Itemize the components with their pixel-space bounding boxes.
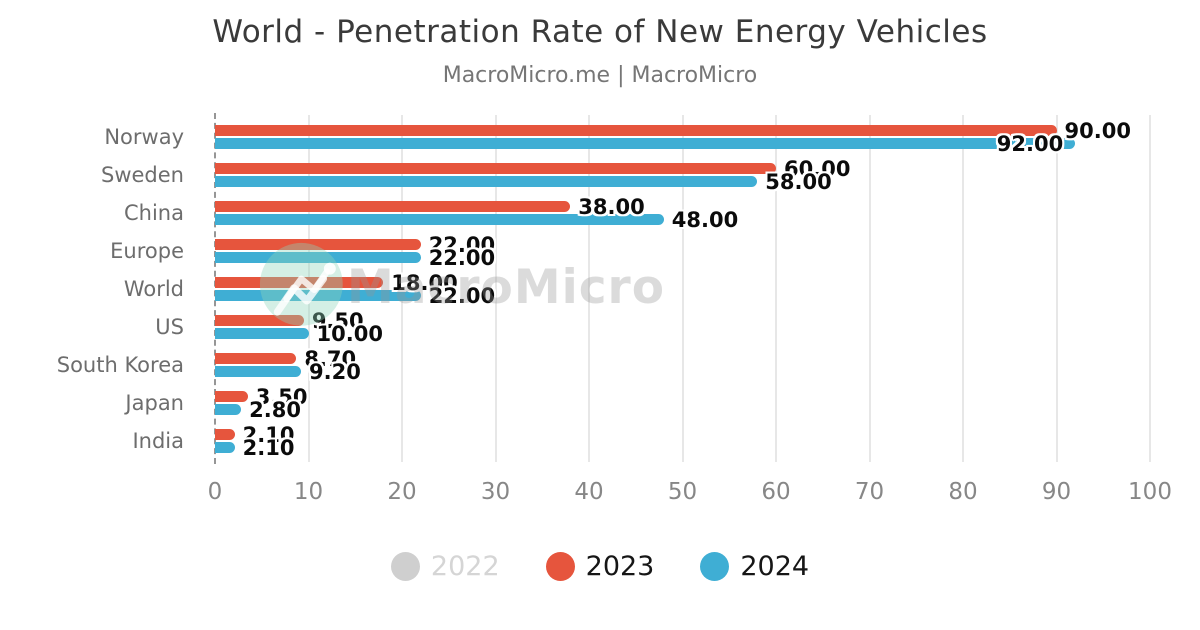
- category-label-india: India: [132, 429, 184, 453]
- category-label-world: World: [123, 277, 184, 301]
- bar-2023-sweden[interactable]: [215, 163, 776, 174]
- x-tick-label-10: 10: [293, 479, 324, 505]
- bar-2023-europe[interactable]: [215, 239, 421, 250]
- value-label-2024-japan: 2.80: [249, 397, 301, 422]
- value-label-2023-south-korea: 8.70: [304, 346, 357, 371]
- legend-label-2024: 2024: [740, 551, 810, 582]
- category-label-china: China: [124, 201, 184, 225]
- value-label-2023-world: 18.00: [391, 270, 458, 295]
- value-label-2024-south-korea: 9.20: [309, 359, 361, 384]
- value-label-2024-norway: 92.00: [996, 131, 1064, 156]
- category-label-norway: Norway: [104, 125, 184, 149]
- chart-title: World - Penetration Rate of New Energy V…: [212, 14, 988, 50]
- bar-2024-china[interactable]: [215, 214, 664, 225]
- legend-label-2023: 2023: [585, 551, 655, 582]
- bar-2024-south-korea[interactable]: [215, 366, 302, 377]
- gridline-80: [962, 115, 964, 462]
- x-tick-label-100: 100: [1128, 479, 1172, 505]
- value-label-2023-india: 2.10: [242, 422, 295, 447]
- x-tick-label-40: 40: [574, 479, 604, 505]
- bar-2023-china[interactable]: [215, 201, 571, 212]
- value-label-2024-china: 48.00: [671, 207, 739, 232]
- gridline-60: [775, 115, 777, 462]
- category-label-south-korea: South Korea: [56, 353, 184, 377]
- legend-label-2022: 2022: [430, 551, 500, 582]
- gridline-50: [681, 115, 684, 462]
- value-label-2023-sweden: 60.00: [784, 156, 851, 181]
- bar-2024-europe[interactable]: [215, 252, 421, 263]
- bar-2024-japan[interactable]: [215, 404, 242, 415]
- value-label-2024-europe: 22.00: [428, 245, 496, 270]
- bar-2023-us[interactable]: [215, 315, 304, 326]
- category-label-sweden: Sweden: [101, 163, 184, 187]
- x-tick-label-60: 60: [761, 479, 791, 505]
- legend-item-2022[interactable]: 2022: [390, 551, 500, 582]
- gridline-40: [588, 115, 590, 462]
- x-tick-label-20: 20: [387, 479, 417, 505]
- category-label-us: US: [155, 315, 184, 339]
- legend: 2022 2023 2024: [0, 551, 1200, 582]
- bar-2023-japan[interactable]: [215, 391, 248, 402]
- bar-2024-us[interactable]: [215, 328, 309, 339]
- legend-marker-2024: [700, 552, 730, 581]
- x-tick-label-30: 30: [480, 479, 511, 505]
- category-label-europe: Europe: [110, 239, 184, 263]
- x-tick-label-90: 90: [1041, 479, 1072, 505]
- value-label-2023-europe: 22.00: [428, 232, 496, 257]
- value-label-2023-china: 38.00: [578, 194, 645, 219]
- value-label-2024-world: 22.00: [428, 283, 496, 308]
- legend-marker-2022: [390, 552, 420, 581]
- value-label-2024-sweden: 58.00: [765, 169, 832, 194]
- x-tick-label-70: 70: [854, 479, 885, 505]
- zero-axis-line: [214, 113, 216, 464]
- legend-item-2023[interactable]: 2023: [545, 551, 655, 582]
- bar-2024-india[interactable]: [215, 442, 235, 453]
- legend-item-2024[interactable]: 2024: [700, 551, 809, 582]
- value-label-2023-norway: 90.00: [1064, 118, 1131, 143]
- gridline-100: [1149, 115, 1151, 462]
- gridline-20: [401, 115, 403, 462]
- bar-2023-india[interactable]: [215, 429, 235, 440]
- legend-marker-2023: [545, 552, 575, 581]
- bar-2023-norway[interactable]: [215, 125, 1057, 136]
- gridline-70: [868, 115, 871, 462]
- value-label-2023-japan: 3.50: [255, 384, 308, 409]
- bar-2024-world[interactable]: [215, 290, 421, 301]
- x-tick-label-80: 80: [948, 479, 978, 505]
- gridline-30: [494, 115, 497, 462]
- bar-2024-norway[interactable]: [215, 138, 1076, 149]
- chart-subtitle: MacroMicro.me | MacroMicro: [442, 63, 758, 88]
- bar-2024-sweden[interactable]: [215, 176, 758, 187]
- category-label-japan: Japan: [125, 391, 184, 415]
- bar-2023-world[interactable]: [215, 277, 384, 288]
- x-tick-label-50: 50: [667, 479, 698, 505]
- value-label-2024-india: 2.10: [242, 435, 295, 460]
- bar-2023-south-korea[interactable]: [215, 353, 297, 364]
- x-tick-label-0: 0: [207, 479, 223, 505]
- value-label-2024-us: 10.00: [316, 321, 383, 346]
- gridline-90: [1055, 115, 1058, 462]
